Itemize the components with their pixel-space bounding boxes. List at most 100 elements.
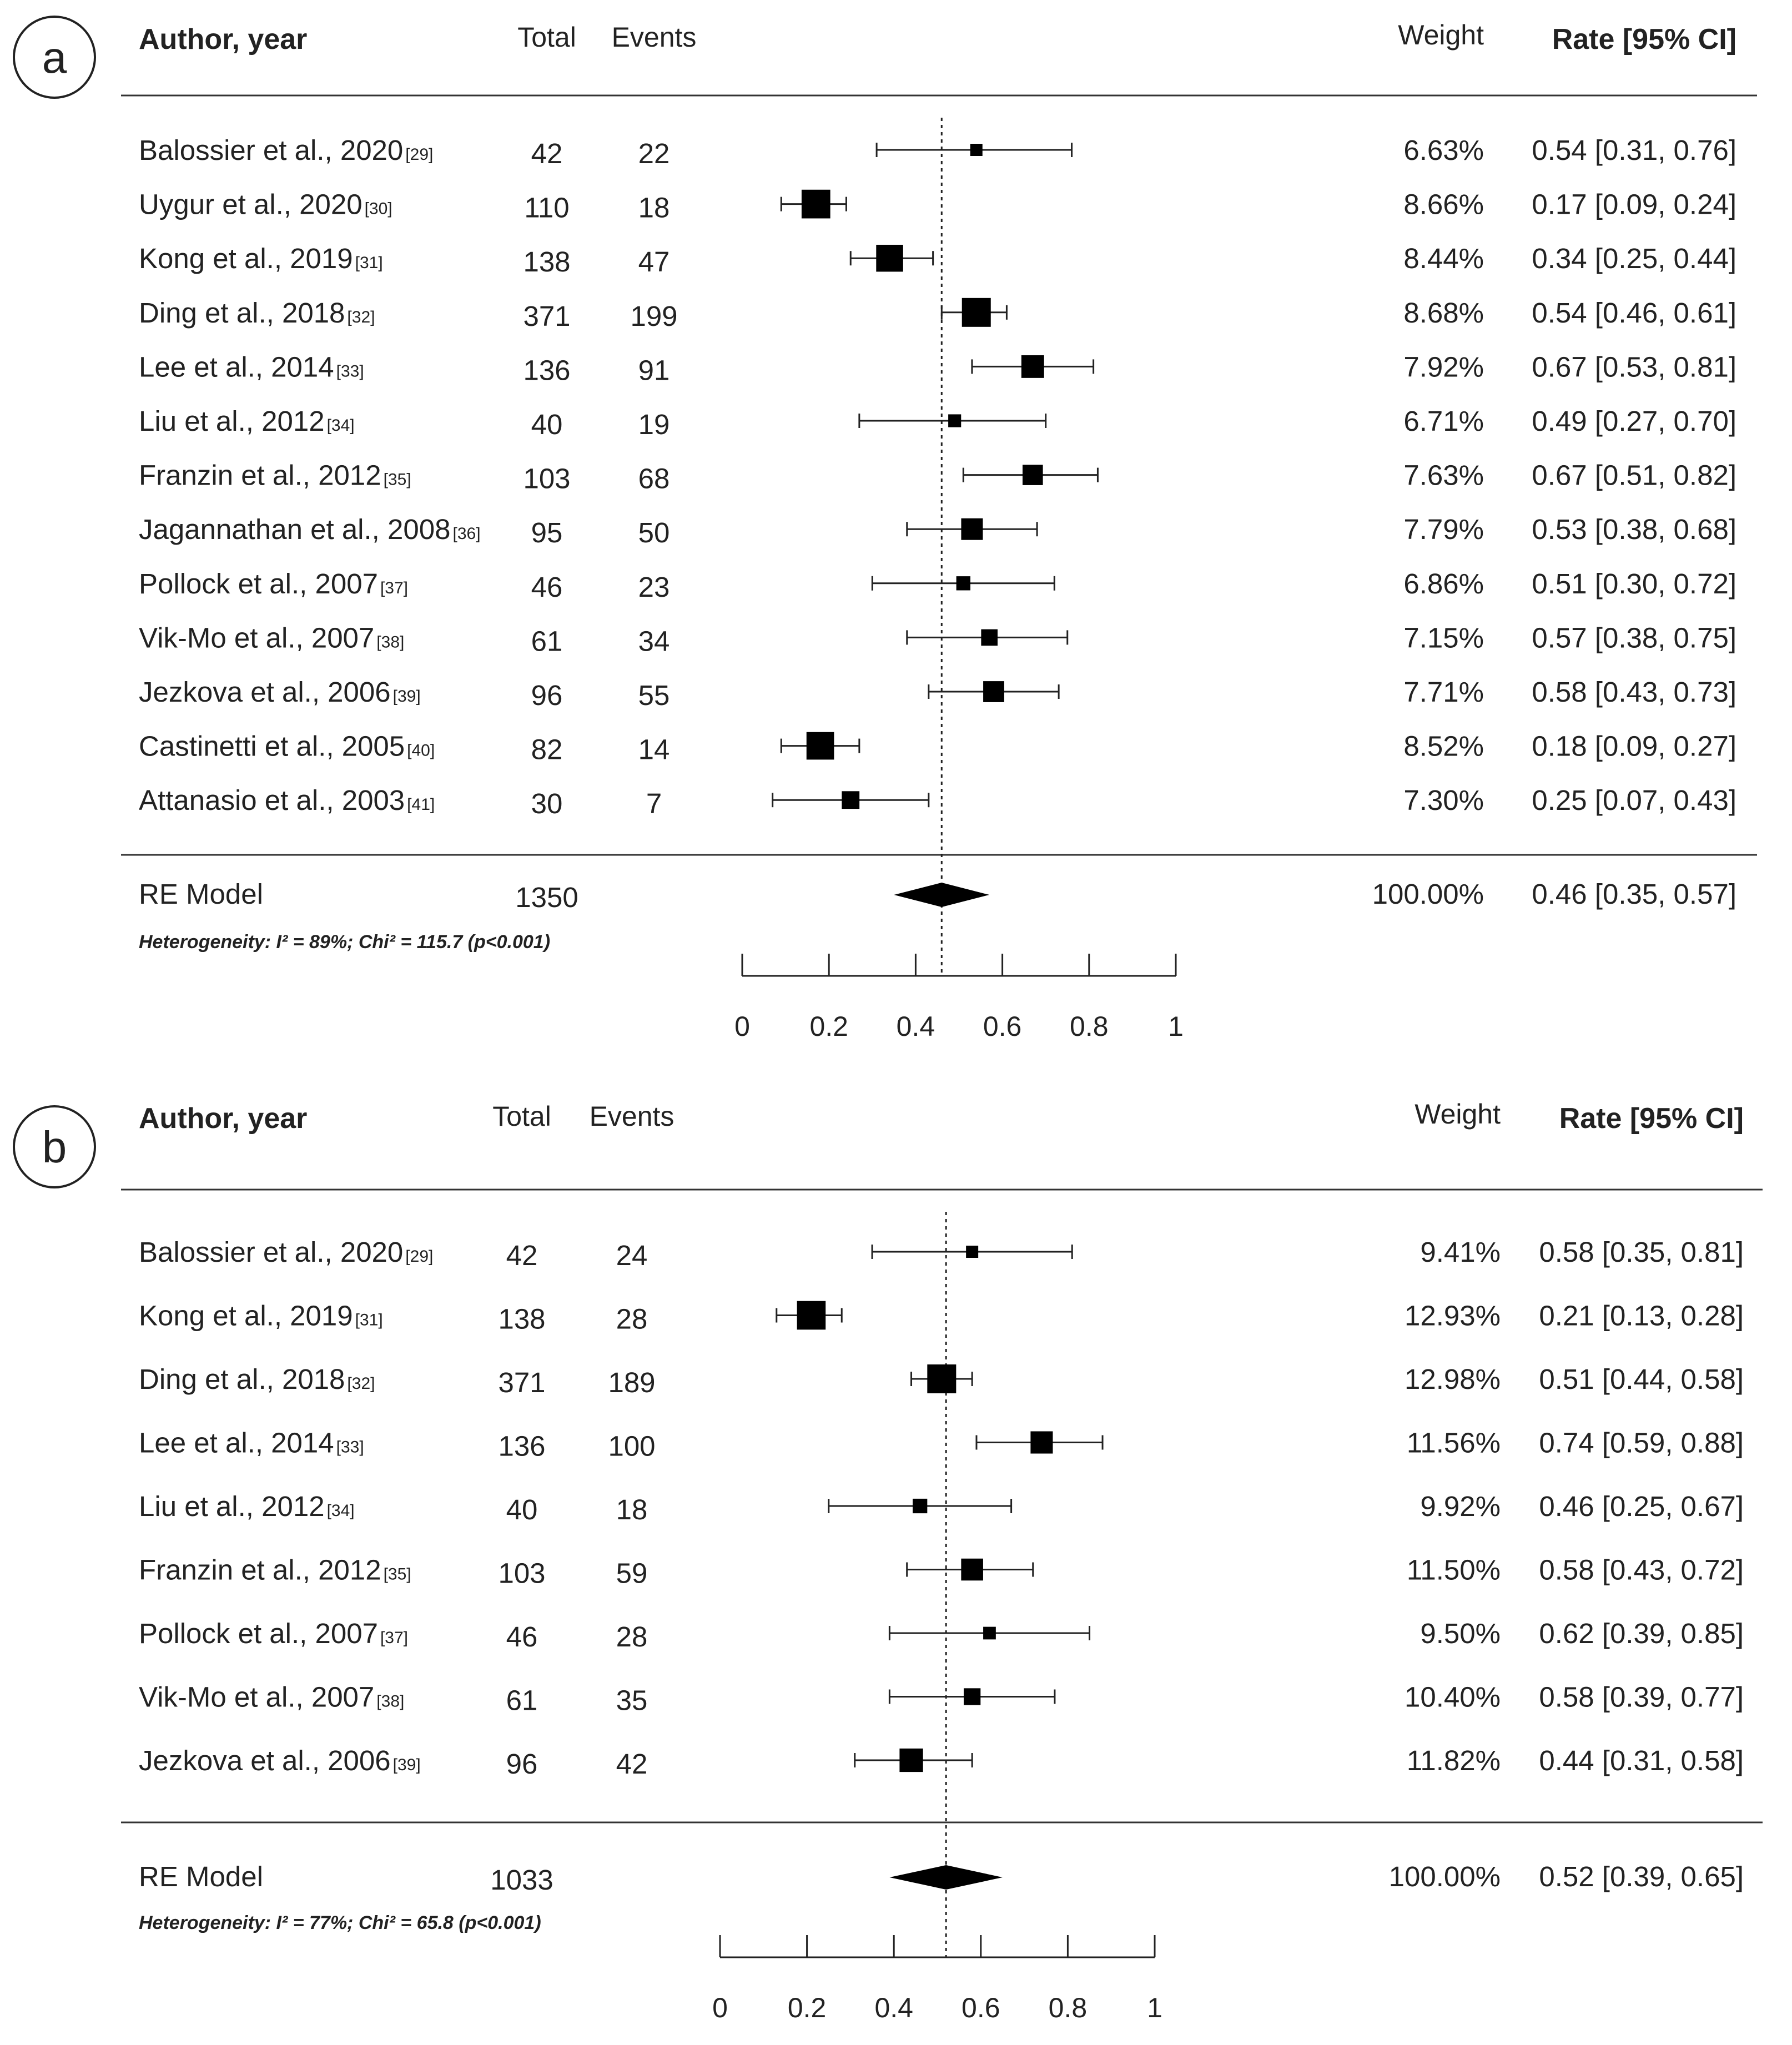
study-weight: 7.63%	[1403, 460, 1484, 491]
study-total: 40	[531, 409, 563, 440]
study-reference: [38]	[376, 1693, 404, 1711]
study-reference: [32]	[347, 308, 375, 326]
study-rate: 0.58 [0.39, 0.77]	[1539, 1681, 1744, 1713]
study-events: 55	[638, 679, 670, 711]
study-author: Pollock et al., 2007 [37]	[139, 568, 408, 600]
study-total: 138	[523, 246, 570, 278]
study-author-name: Lee et al., 2014	[139, 1427, 334, 1459]
study-rate: 0.25 [0.07, 0.43]	[1532, 784, 1736, 816]
study-events: 50	[638, 517, 670, 548]
study-total: 82	[531, 734, 563, 765]
summary-total: 1350	[515, 882, 578, 913]
study-author-name: Kong et al., 2019	[139, 1300, 353, 1332]
study-events: 100	[608, 1431, 655, 1462]
x-tick-label: 0.2	[788, 1992, 827, 2023]
study-author: Liu et al., 2012 [34]	[139, 405, 355, 437]
study-reference: [35]	[384, 471, 411, 489]
study-total: 40	[506, 1494, 538, 1525]
study-author-name: Ding et al., 2018	[139, 297, 345, 329]
study-author: Jezkova et al., 2006 [39]	[139, 676, 421, 708]
point-estimate-square	[797, 1301, 826, 1330]
study-events: 68	[638, 463, 670, 495]
study-events: 22	[638, 138, 670, 169]
study-author-name: Pollock et al., 2007	[139, 568, 378, 600]
study-row: Ding et al., 2018 [32] 371 199 8.68% 0.54 [0.…	[139, 297, 1736, 332]
study-rate: 0.54 [0.46, 0.61]	[1532, 297, 1736, 329]
point-estimate-square	[961, 1558, 983, 1581]
column-header-rate: Rate [95% CI]	[1552, 23, 1736, 56]
summary-rate: 0.52 [0.39, 0.65]	[1539, 1861, 1744, 1892]
study-author: Kong et al., 2019 [31]	[139, 1300, 383, 1332]
study-events: 14	[638, 734, 670, 765]
study-total: 61	[506, 1685, 538, 1716]
study-total: 103	[523, 463, 570, 495]
point-estimate-square	[1030, 1431, 1053, 1454]
study-events: 28	[616, 1303, 648, 1335]
heterogeneity-text: Heterogeneity: I² = 77%; Chi² = 65.8 (p<…	[139, 1912, 541, 1933]
point-estimate-square	[801, 189, 830, 219]
study-events: 189	[608, 1367, 655, 1398]
study-total: 371	[498, 1367, 545, 1398]
study-author: Balossier et al., 2020 [29]	[139, 1236, 433, 1268]
x-axis: 0 0.2 0.4 0.6 0.8 1	[712, 1935, 1162, 2023]
study-weight: 6.63%	[1403, 134, 1484, 166]
column-header-weight: Weight	[1398, 19, 1484, 51]
panel-label-circle	[13, 1105, 96, 1188]
study-reference: [34]	[327, 416, 355, 435]
study-reference: [29]	[405, 145, 433, 164]
study-events: 34	[638, 625, 670, 657]
x-tick-label: 1	[1147, 1992, 1162, 2023]
study-weight: 7.92%	[1403, 351, 1484, 382]
study-row: Lee et al., 2014 [33] 136 100 11.56% 0.74 [0.…	[139, 1427, 1744, 1462]
study-row: Pollock et al., 2007 [37] 46 28 9.50% 0.62 [0…	[139, 1618, 1744, 1653]
x-tick-label: 0	[734, 1011, 750, 1042]
summary-diamond	[889, 1865, 1003, 1890]
study-reference: [41]	[407, 795, 435, 814]
column-header-total: Total	[492, 1101, 551, 1132]
study-reference: [31]	[355, 1311, 383, 1329]
study-events: 18	[638, 192, 670, 224]
study-row: Jagannathan et al., 2008 [36] 95 50 7.79% 0.5…	[139, 513, 1736, 548]
study-total: 110	[524, 192, 569, 224]
study-author-name: Uygur et al., 2020	[139, 189, 363, 220]
study-weight: 12.93%	[1405, 1300, 1501, 1332]
study-author: Jagannathan et al., 2008 [36]	[139, 513, 481, 545]
x-tick-label: 0.6	[962, 1992, 1000, 2023]
study-rate: 0.51 [0.30, 0.72]	[1532, 568, 1736, 600]
study-row: Pollock et al., 2007 [37] 46 23 6.86% 0.51 [0…	[139, 568, 1736, 603]
study-author: Ding et al., 2018 [32]	[139, 297, 375, 329]
study-weight: 11.56%	[1407, 1427, 1501, 1459]
summary-weight: 100.00%	[1372, 878, 1484, 910]
study-row: Lee et al., 2014 [33] 136 91 7.92% 0.67 [0.53…	[139, 351, 1736, 386]
summary-label: RE Model	[139, 878, 263, 910]
study-reference: [37]	[380, 1629, 408, 1647]
study-reference: [33]	[336, 362, 364, 380]
study-author-name: Franzin et al., 2012	[139, 460, 381, 491]
study-total: 96	[531, 679, 563, 711]
study-author: Pollock et al., 2007 [37]	[139, 1618, 408, 1649]
study-reference: [36]	[452, 525, 480, 543]
study-rate: 0.34 [0.25, 0.44]	[1532, 243, 1736, 274]
study-author: Lee et al., 2014 [33]	[139, 351, 364, 382]
study-events: 47	[638, 246, 670, 278]
study-author-name: Castinetti et al., 2005	[139, 731, 405, 762]
study-reference: [34]	[327, 1502, 355, 1520]
study-author: Castinetti et al., 2005 [40]	[139, 731, 435, 762]
study-author: Balossier et al., 2020 [29]	[139, 134, 433, 166]
study-reference: [38]	[376, 633, 404, 651]
study-events: 42	[616, 1748, 648, 1780]
study-author: Lee et al., 2014 [33]	[139, 1427, 364, 1459]
study-row: Vik-Mo et al., 2007 [38] 61 34 7.15% 0.57 [0.…	[139, 622, 1736, 657]
study-author-name: Jezkova et al., 2006	[139, 676, 391, 708]
study-author: Kong et al., 2019 [31]	[139, 243, 383, 274]
study-author-name: Ding et al., 2018	[139, 1363, 345, 1395]
point-estimate-square	[983, 681, 1004, 702]
x-tick-label: 0.8	[1049, 1992, 1088, 2023]
column-header-total: Total	[517, 22, 576, 53]
study-author-name: Pollock et al., 2007	[139, 1618, 378, 1649]
study-weight: 7.79%	[1403, 513, 1484, 545]
study-reference: [39]	[393, 1756, 421, 1774]
study-weight: 7.30%	[1403, 784, 1484, 816]
study-events: 7	[646, 788, 662, 819]
study-author-name: Liu et al., 2012	[139, 405, 325, 437]
